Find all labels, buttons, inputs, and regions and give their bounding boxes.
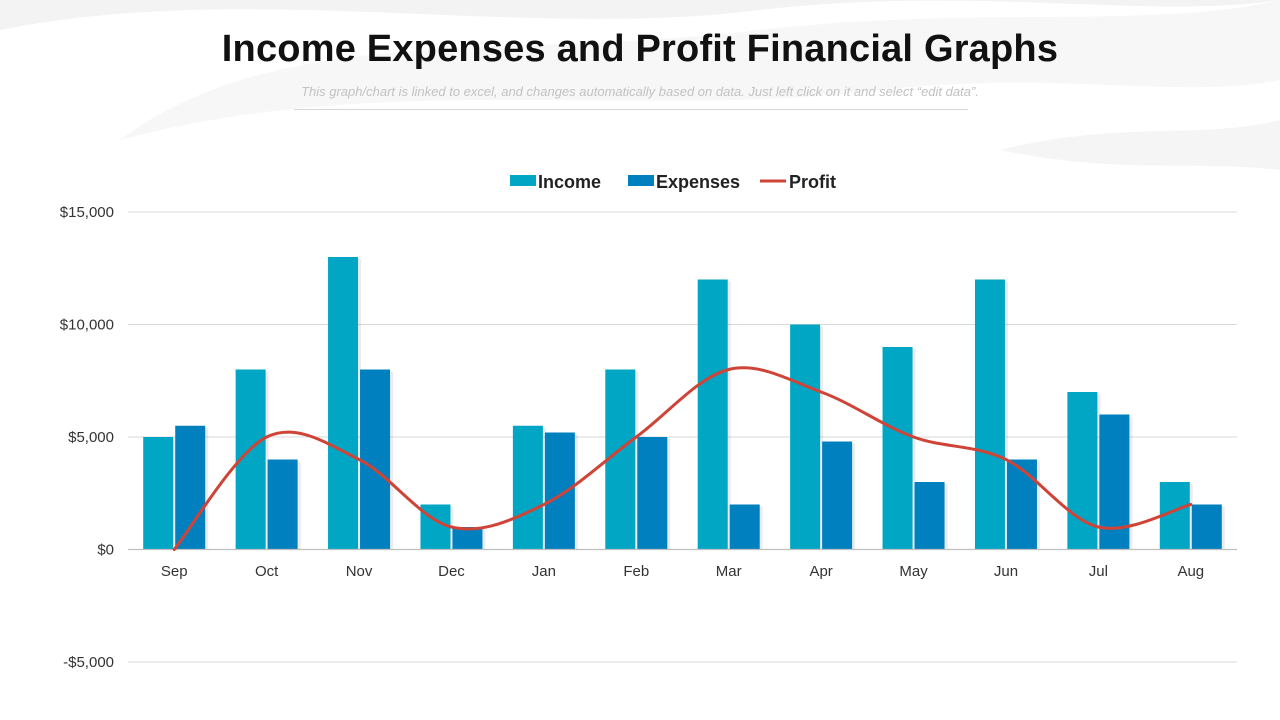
x-tick-label: Sep (161, 563, 188, 580)
expenses-bar[interactable] (175, 425, 206, 550)
income-bar[interactable] (605, 369, 636, 550)
x-tick-label: Jan (532, 563, 556, 580)
y-tick-label: $15,000 (60, 204, 114, 221)
profit-line[interactable] (172, 366, 1193, 551)
income-bar[interactable] (882, 347, 913, 550)
x-tick-label: Apr (809, 563, 832, 580)
expenses-bar[interactable] (914, 482, 945, 550)
legend-profit-label[interactable]: Profit (789, 172, 836, 192)
expenses-bar[interactable] (360, 369, 391, 550)
line-layer (172, 366, 1193, 551)
x-tick-label: Dec (438, 563, 465, 580)
legend-expenses-swatch (628, 175, 654, 186)
expenses-bar[interactable] (729, 504, 760, 550)
income-bar[interactable] (697, 279, 728, 550)
x-tick-label: Oct (255, 563, 279, 580)
expenses-bar[interactable] (1191, 504, 1222, 550)
x-tick-label: Aug (1177, 563, 1204, 580)
income-bar[interactable] (143, 437, 174, 550)
x-tick-label: Jun (994, 563, 1018, 580)
x-tick-label: Jul (1089, 563, 1108, 580)
x-tick-label: Mar (716, 563, 742, 580)
expenses-bar[interactable] (452, 527, 483, 550)
x-tick-label: May (899, 563, 928, 580)
page-subtitle: This graph/chart is linked to excel, and… (301, 84, 979, 99)
page-title: Income Expenses and Profit Financial Gra… (221, 28, 1059, 70)
label-layer: $15,000 $10,000 $5,000 $0 -$5,000 Sep Oct Nov De… (60, 204, 1204, 671)
income-bar[interactable] (1067, 392, 1098, 550)
expenses-bar[interactable] (637, 437, 668, 550)
x-tick-label: Nov (346, 563, 373, 580)
chart-legend: Income Expenses Profit (510, 172, 836, 192)
income-bar[interactable] (512, 425, 543, 550)
legend-expenses-label[interactable]: Expenses (656, 172, 740, 192)
y-tick-label: $10,000 (60, 317, 114, 334)
expenses-bar[interactable] (267, 459, 298, 550)
legend-income-swatch (510, 175, 536, 186)
y-tick-label: $5,000 (68, 429, 114, 446)
income-bar[interactable] (328, 257, 359, 550)
expenses-bar[interactable] (1006, 459, 1037, 550)
y-tick-label: -$5,000 (63, 654, 114, 671)
title-divider (294, 109, 968, 110)
expenses-bar[interactable] (822, 441, 853, 550)
x-tick-label: Feb (623, 563, 649, 580)
legend-income-label[interactable]: Income (538, 172, 601, 192)
y-tick-label: $0 (97, 542, 114, 559)
income-bar[interactable] (790, 324, 821, 550)
expenses-bar[interactable] (544, 432, 575, 550)
income-bar[interactable] (974, 279, 1005, 550)
